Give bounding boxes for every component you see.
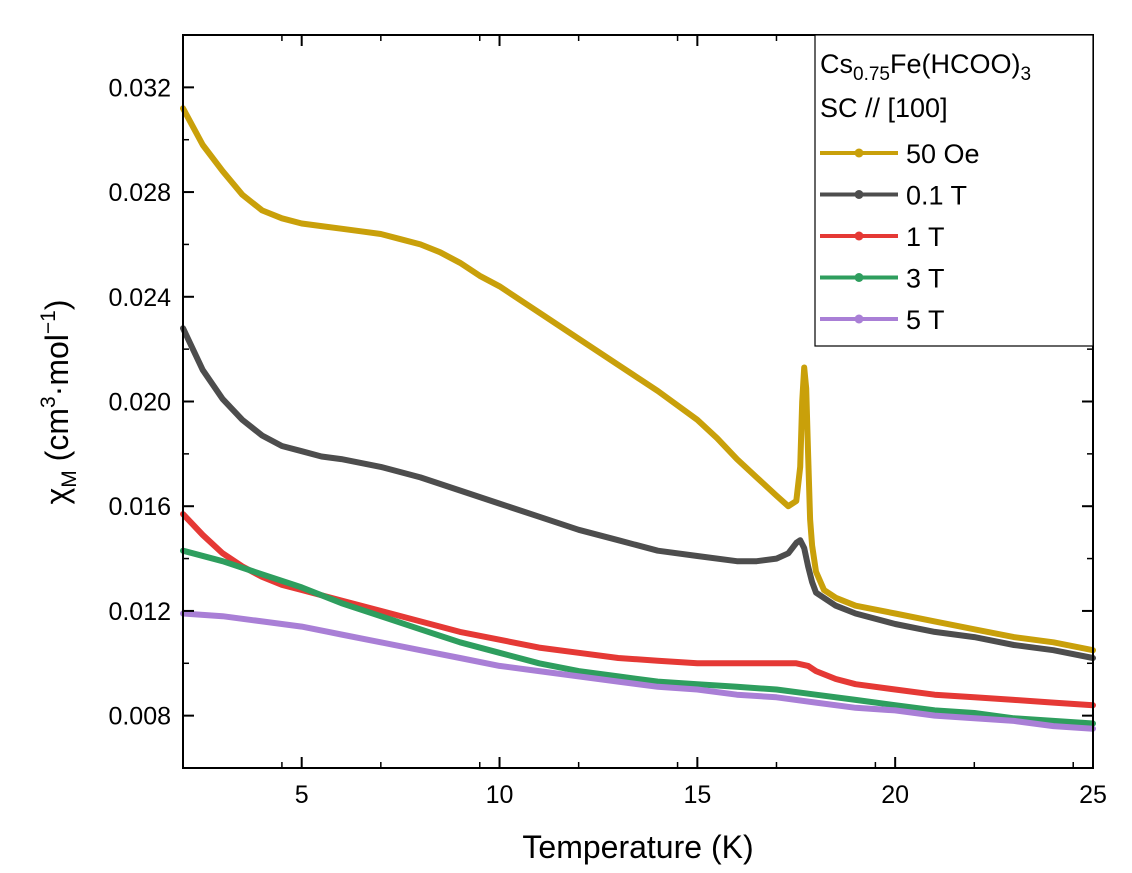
y-axis-title-end: ) bbox=[39, 299, 75, 310]
y-tick-label: 0.024 bbox=[108, 284, 171, 312]
legend-orientation-label: SC // [100] bbox=[820, 93, 948, 123]
y-axis-title-sup2: −1 bbox=[37, 310, 60, 334]
legend-compound-label: Cs0.75Fe(HCOO)3 bbox=[820, 49, 1031, 85]
series-line-3 bbox=[180, 547, 1096, 727]
y-axis-title-mid2: ·mol bbox=[39, 334, 75, 396]
y-tick-label: 0.012 bbox=[108, 598, 171, 626]
legend-marker-3 bbox=[854, 273, 864, 282]
x-tick-label: 10 bbox=[486, 781, 514, 809]
legend-box bbox=[814, 34, 1094, 347]
y-tick-label: 0.016 bbox=[108, 493, 171, 521]
series-line-1 bbox=[180, 325, 1096, 661]
legend-items: 50 Oe 0.1 T 1 T 3 T 5 T bbox=[820, 139, 980, 335]
y-axis-title-base: χ bbox=[39, 488, 75, 505]
legend-marker-1 bbox=[854, 190, 864, 199]
y-tick-label: 0.008 bbox=[108, 703, 171, 731]
y-axis-title: χM (cm3·mol−1) bbox=[37, 299, 81, 504]
legend-marker-2 bbox=[854, 231, 864, 241]
legend-label-4: 5 T bbox=[906, 305, 945, 335]
ticks-layer: 5 10 15 20 25 0.008 0.012 0.016 0.020 0.024 0.028 0… bbox=[108, 34, 1107, 809]
y-axis-title-sup1: 3 bbox=[37, 396, 60, 408]
series-line-0 bbox=[180, 105, 1096, 654]
series-layer bbox=[180, 105, 1096, 732]
x-axis-title: Temperature (K) bbox=[522, 829, 753, 865]
legend-label-2: 1 T bbox=[906, 222, 945, 252]
legend-marker-0 bbox=[854, 148, 864, 158]
y-tick-label: 0.020 bbox=[108, 389, 171, 417]
y-axis-title-sub: M bbox=[58, 470, 81, 488]
y-tick-label: 0.028 bbox=[108, 179, 171, 207]
x-tick-label: 25 bbox=[1079, 781, 1107, 809]
y-tick-label: 0.032 bbox=[108, 74, 171, 102]
legend-label-3: 3 T bbox=[906, 264, 945, 294]
legend-label-0: 50 Oe bbox=[906, 139, 980, 169]
x-tick-label: 15 bbox=[683, 781, 711, 809]
y-axis-title-mid: (cm bbox=[39, 408, 75, 470]
legend-label-1: 0.1 T bbox=[906, 181, 967, 211]
x-tick-label: 20 bbox=[881, 781, 909, 809]
legend: Cs0.75Fe(HCOO)3 SC // [100] 50 Oe 0.1 T 1 … bbox=[814, 34, 1094, 347]
series-line-2 bbox=[180, 511, 1096, 709]
legend-marker-4 bbox=[854, 314, 864, 324]
series-line-4 bbox=[180, 610, 1096, 732]
x-tick-label: 5 bbox=[295, 781, 309, 809]
